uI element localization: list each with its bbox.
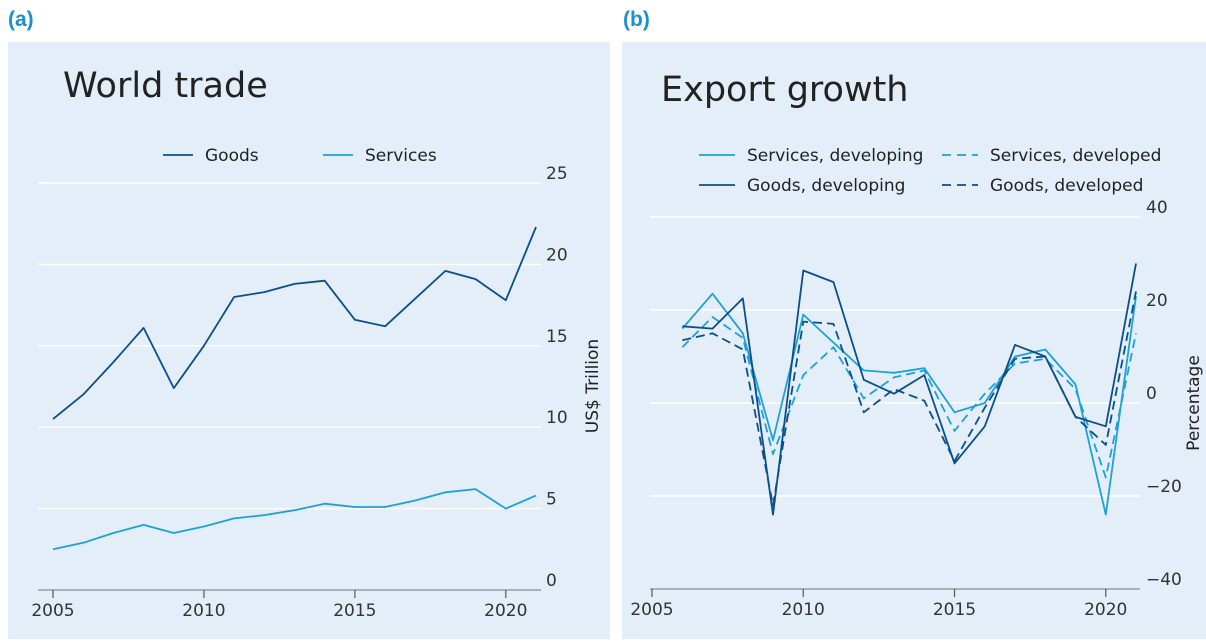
legend-label-goods: Goods [205,146,259,166]
x-tick-label: 2005 [31,601,74,621]
y-tick-label: 0 [1146,384,1157,404]
chart-panel-world-trade: World trade 0 5 10 15 20 25 2005 2010 2015 2020 US$… [8,42,610,639]
y-axis-label: Percentage [1184,355,1204,451]
y-tick-label: 0 [546,571,557,591]
y-tick-label: −40 [1146,570,1182,590]
y-tick-label: 20 [546,245,568,265]
series-line-services [52,488,537,551]
series-line-goods [52,226,537,420]
y-tick-label: 10 [546,408,568,428]
legend-label-services: Services [365,146,437,166]
world-trade-chart: World trade 0 5 10 15 20 25 2005 2010 2015 2020 US$… [31,66,603,621]
x-tick-label: 2020 [1084,600,1127,620]
legend-label-goods-developed: Goods, developed [990,176,1143,196]
legend-label-services-developing: Services, developing [747,146,923,166]
y-axis-label: US$ Trillion [583,339,603,433]
x-tick-label: 2010 [182,601,225,621]
series-line-services-developed [681,316,1137,479]
x-tick-label: 2005 [630,600,673,620]
panel-label-b: (b) [623,8,650,31]
chart-title: Export growth [661,70,908,110]
y-tick-label: 15 [546,327,568,347]
panel-label-a: (a) [8,8,34,31]
x-tick-label: 2015 [933,600,976,620]
legend-label-goods-developing: Goods, developing [747,176,905,196]
series-line-goods-developed [682,291,1137,507]
chart-panel-export-growth: Export growth −40 −20 0 20 40 2005 2010 2015 2020… [622,42,1206,639]
chart-title: World trade [63,66,268,106]
x-tick-label: 2020 [484,601,527,621]
export-growth-chart: Export growth −40 −20 0 20 40 2005 2010 2015 2020… [630,70,1204,620]
y-tick-label: 25 [546,164,568,184]
y-tick-label: −20 [1146,477,1182,497]
y-tick-label: 5 [546,490,557,510]
y-tick-label: 40 [1146,198,1168,218]
y-tick-label: 20 [1146,291,1168,311]
x-tick-label: 2010 [782,600,825,620]
series-line-services-developing [681,292,1137,516]
legend-label-services-developed: Services, developed [990,146,1161,166]
x-tick-label: 2015 [333,601,376,621]
